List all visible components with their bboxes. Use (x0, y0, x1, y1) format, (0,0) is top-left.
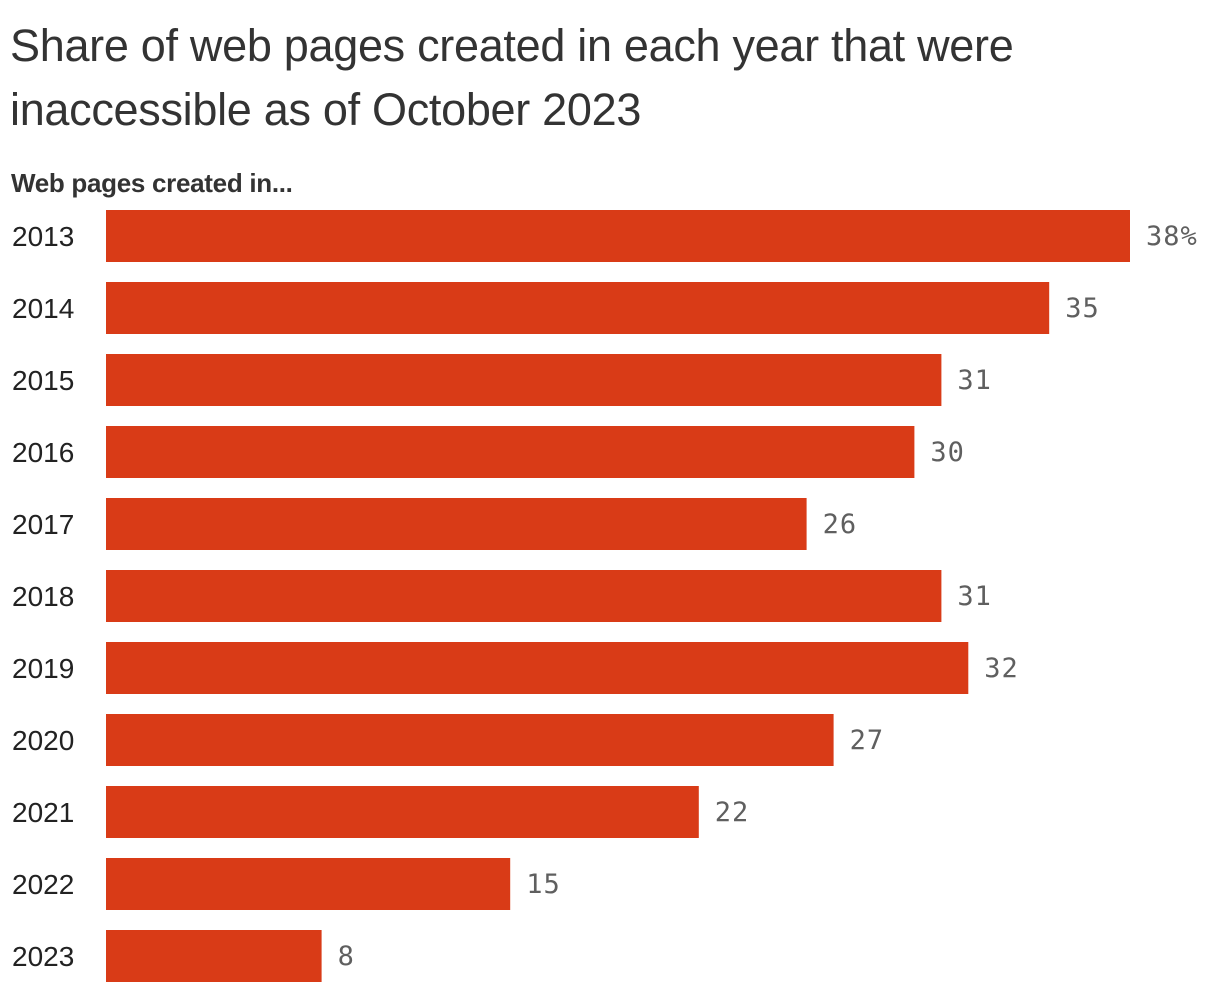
category-label-2015: 2015 (12, 365, 74, 396)
bar-2017 (106, 498, 807, 550)
category-label-2016: 2016 (12, 437, 74, 468)
bar-2020 (106, 714, 834, 766)
chart-title: Share of web pages created in each year … (10, 20, 1014, 135)
category-label-2017: 2017 (12, 509, 74, 540)
bar-2015 (106, 354, 942, 406)
value-label-2016: 30 (930, 437, 965, 468)
value-label-2022: 15 (526, 869, 561, 900)
category-label-2021: 2021 (12, 797, 74, 828)
value-label-2018: 31 (957, 581, 992, 612)
category-label-2013: 2013 (12, 221, 74, 252)
bar-2021 (106, 786, 699, 838)
bar-2016 (106, 426, 915, 478)
value-label-2017: 26 (823, 509, 858, 540)
category-label-2022: 2022 (12, 869, 74, 900)
bar-2018 (106, 570, 942, 622)
bar-2023 (106, 930, 322, 982)
category-label-2023: 2023 (12, 941, 74, 972)
value-label-2015: 31 (957, 365, 992, 396)
value-label-2020: 27 (850, 725, 885, 756)
value-label-2013: 38% (1146, 221, 1198, 252)
bar-2013 (106, 210, 1130, 262)
bar-2022 (106, 858, 511, 910)
value-label-2023: 8 (338, 941, 355, 972)
category-label-2020: 2020 (12, 725, 74, 756)
category-label-2014: 2014 (12, 293, 74, 324)
bar-2019 (106, 642, 969, 694)
chart-subtitle: Web pages created in... (11, 168, 293, 198)
category-label-2018: 2018 (12, 581, 74, 612)
value-label-2019: 32 (984, 653, 1019, 684)
value-label-2014: 35 (1065, 293, 1100, 324)
value-label-2021: 22 (715, 797, 750, 828)
category-label-2019: 2019 (12, 653, 74, 684)
bar-2014 (106, 282, 1050, 334)
